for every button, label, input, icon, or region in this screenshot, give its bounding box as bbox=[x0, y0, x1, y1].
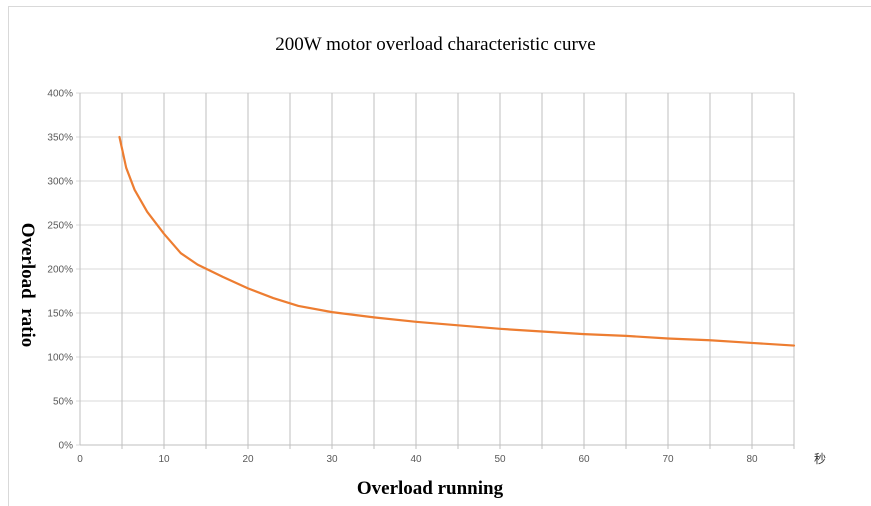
y-tick-label: 400% bbox=[47, 89, 73, 100]
y-tick-label: 150% bbox=[47, 309, 73, 320]
x-tick-label: 30 bbox=[326, 454, 338, 465]
frame-left-border bbox=[8, 6, 9, 506]
y-tick-label: 300% bbox=[47, 177, 73, 188]
y-tick-label: 200% bbox=[47, 265, 73, 276]
x-tick-label: 20 bbox=[242, 454, 254, 465]
x-tick-label: 40 bbox=[410, 454, 422, 465]
x-tick-label: 50 bbox=[494, 454, 506, 465]
overload-curve-line bbox=[118, 135, 796, 347]
x-tick-label: 60 bbox=[578, 454, 590, 465]
x-axis-label: Overload running bbox=[356, 478, 504, 499]
y-tick-label: 50% bbox=[53, 397, 73, 408]
y-tick-label: 100% bbox=[47, 353, 73, 364]
x-tick-label: 70 bbox=[662, 454, 674, 465]
frame-top-border bbox=[8, 6, 871, 7]
x-tick-label: 10 bbox=[158, 454, 170, 465]
x-axis-unit-label: 秒 bbox=[814, 452, 827, 466]
y-tick-label: 350% bbox=[47, 133, 73, 144]
y-tick-label: 0% bbox=[59, 441, 74, 452]
chart-title: 200W motor overload characteristic curve bbox=[275, 34, 596, 55]
x-tick-label: 80 bbox=[746, 454, 758, 465]
y-axis-label: Overload ratio bbox=[17, 222, 38, 348]
y-tick-label: 250% bbox=[47, 221, 73, 232]
x-tick-label: 0 bbox=[77, 454, 83, 465]
